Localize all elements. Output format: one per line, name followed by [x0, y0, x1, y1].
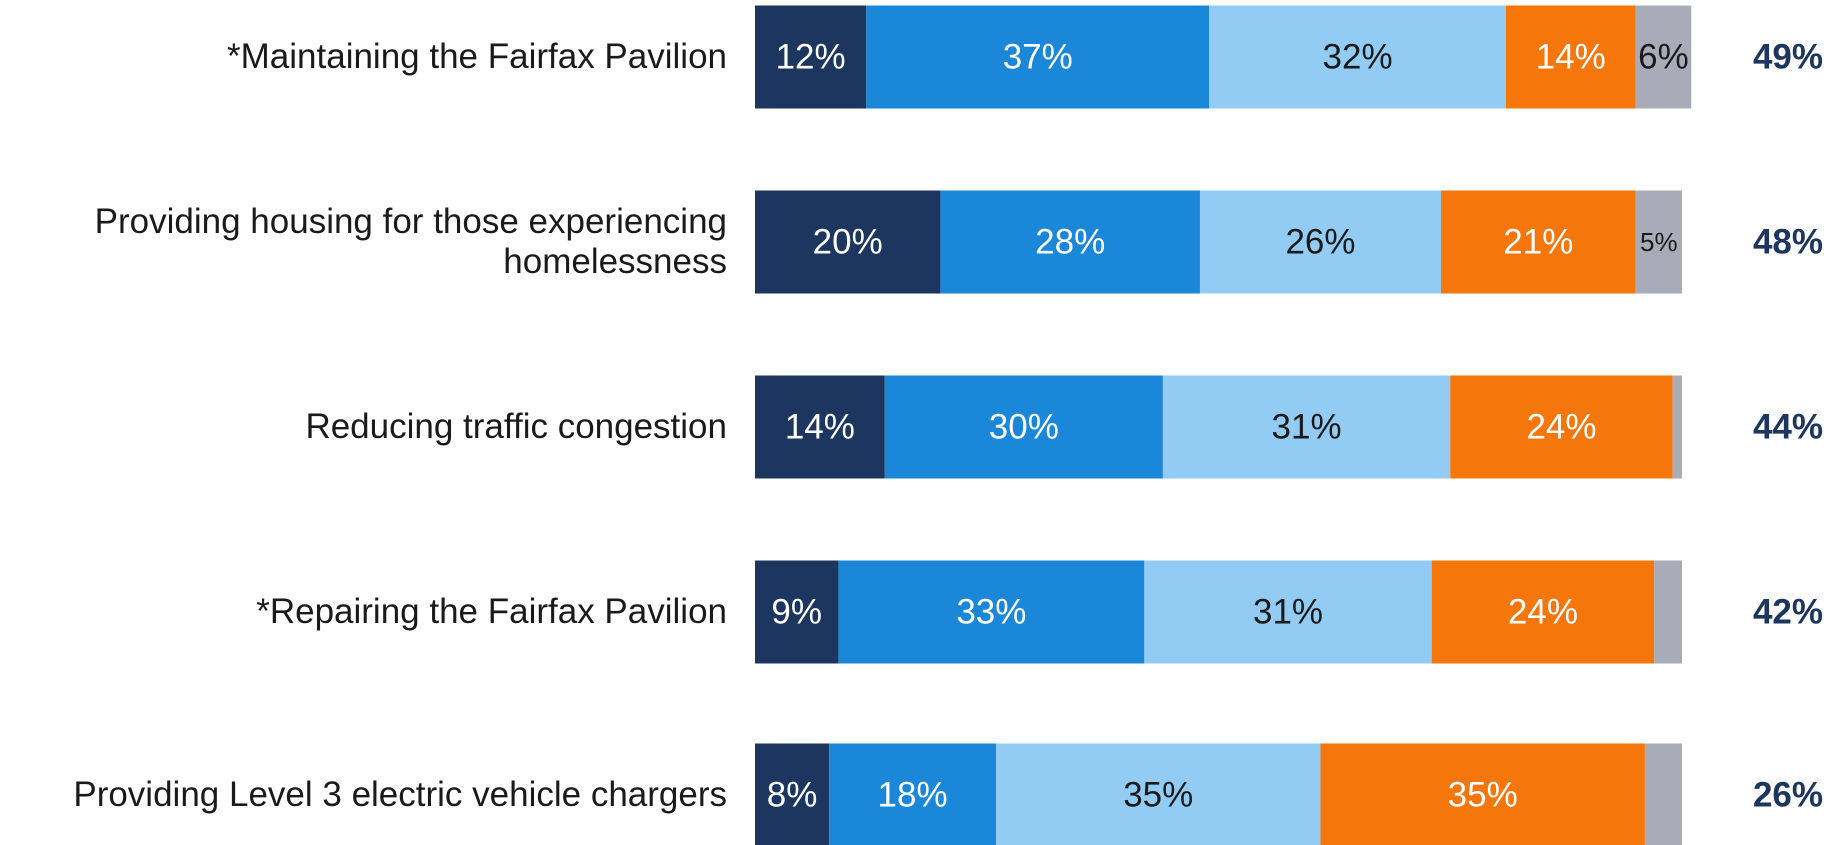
- total-label: 48%: [1753, 223, 1823, 262]
- bar-segment: [1654, 560, 1682, 664]
- category-label: *Maintaining the Fairfax Pavilion: [227, 37, 727, 76]
- data-label: 24%: [1526, 408, 1596, 447]
- category-label: Providing Level 3 electric vehicle charg…: [73, 775, 727, 814]
- bar-segment: [1431, 560, 1655, 664]
- total-label: 44%: [1753, 408, 1823, 447]
- data-label: 21%: [1503, 223, 1573, 262]
- bar-segment: [1144, 560, 1432, 664]
- data-label: 12%: [776, 38, 846, 77]
- total-label: 49%: [1753, 38, 1823, 77]
- bar-segment: [1162, 375, 1451, 479]
- data-label: 24%: [1508, 593, 1578, 632]
- data-label: 18%: [878, 776, 948, 815]
- bar-segment: [1505, 5, 1636, 109]
- bar-segment: [996, 743, 1321, 845]
- category-label: *Repairing the Fairfax Pavilion: [256, 592, 727, 631]
- bar-segment: [1635, 190, 1682, 294]
- bar-segment: [755, 190, 941, 294]
- data-label: 32%: [1323, 38, 1393, 77]
- data-label: 31%: [1253, 593, 1323, 632]
- category-label: Providing housing for those experiencing…: [94, 202, 727, 281]
- bar-segment: [755, 5, 867, 109]
- data-label: 26%: [1285, 223, 1355, 262]
- data-label: 35%: [1123, 776, 1193, 815]
- data-label: 28%: [1035, 223, 1105, 262]
- total-label: 26%: [1753, 776, 1823, 815]
- data-label: 5%: [1640, 227, 1678, 257]
- data-label: 30%: [989, 408, 1059, 447]
- bar-segment: [755, 560, 839, 664]
- data-label: 14%: [1536, 38, 1606, 77]
- bar-segment: [1644, 743, 1682, 845]
- total-label: 42%: [1753, 593, 1823, 632]
- data-label: 33%: [956, 593, 1026, 632]
- bar-segment: [1635, 5, 1692, 109]
- bar-segment: [884, 375, 1163, 479]
- data-label: 14%: [785, 408, 855, 447]
- data-label: 9%: [771, 593, 822, 632]
- bar-segment: [755, 375, 885, 479]
- bar-segment: [940, 190, 1200, 294]
- bar-segment: [1209, 5, 1506, 109]
- bar-segment: [1440, 190, 1636, 294]
- category-label: Reducing traffic congestion: [305, 407, 727, 446]
- bar-segment: [1672, 375, 1682, 479]
- bar-segment: [1450, 375, 1673, 479]
- bar-segment: [755, 743, 830, 845]
- data-label: 6%: [1638, 38, 1689, 77]
- bar-segment: [829, 743, 997, 845]
- bar-segment: [838, 560, 1145, 664]
- data-label: 31%: [1272, 408, 1342, 447]
- bar-segment: [866, 5, 1210, 109]
- bar-segment: [1199, 190, 1441, 294]
- data-label: 37%: [1003, 38, 1073, 77]
- data-label: 8%: [767, 776, 818, 815]
- data-label: 20%: [813, 223, 883, 262]
- data-label: 35%: [1448, 776, 1518, 815]
- bar-segment: [1320, 743, 1645, 845]
